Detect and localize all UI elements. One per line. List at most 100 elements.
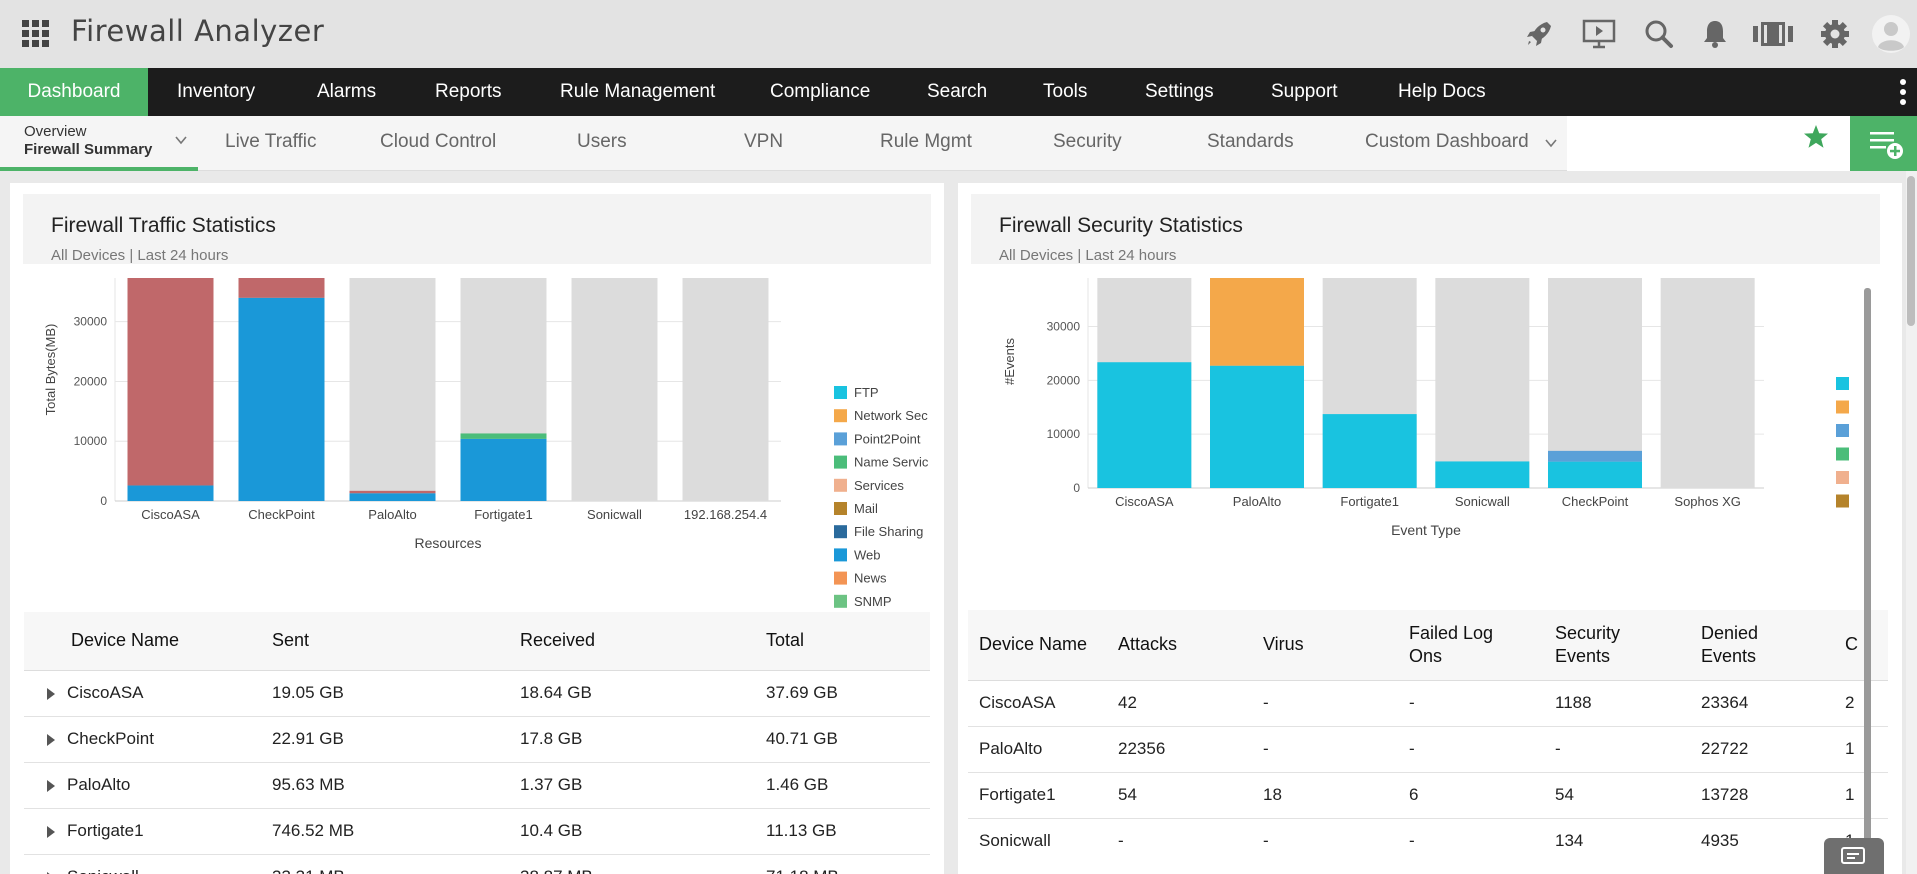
device-name[interactable]: CheckPoint	[67, 729, 154, 748]
device-name[interactable]: CiscoASA	[67, 683, 144, 702]
col-denied-events[interactable]: Denied Events	[1701, 610, 1845, 681]
bar-segment	[1435, 461, 1530, 488]
table-cell: 1.46 GB	[766, 761, 930, 808]
security-table: Device Name Attacks Virus Failed Log Ons…	[968, 610, 1888, 864]
bar-segment	[238, 297, 325, 501]
subnav-rule-mgmt[interactable]: Rule Mgmt	[880, 131, 972, 152]
bar-remaining	[571, 278, 658, 501]
nav-inventory[interactable]: Inventory	[177, 81, 256, 102]
nav-support[interactable]: Support	[1271, 81, 1338, 102]
bar-segment	[460, 433, 547, 439]
subtitle-devices[interactable]: All Devices	[51, 247, 126, 264]
col-device-name[interactable]: Device Name	[968, 610, 1118, 681]
subnav-security[interactable]: Security	[1053, 131, 1122, 152]
col-total[interactable]: Total	[766, 612, 930, 671]
legend-swatch	[834, 409, 847, 423]
table-cell: 6	[1409, 771, 1555, 818]
app-grid-icon[interactable]	[22, 20, 49, 47]
bell-icon[interactable]	[1697, 16, 1733, 52]
expand-row-icon[interactable]	[47, 779, 55, 792]
subnav-standards[interactable]: Standards	[1207, 131, 1294, 152]
nav-settings[interactable]: Settings	[1145, 81, 1214, 102]
nav-compliance[interactable]: Compliance	[770, 81, 871, 102]
subtitle-period[interactable]: Last 24 hours	[137, 247, 229, 264]
table-cell: -	[1263, 725, 1409, 772]
table-cell: 38.87 MB	[520, 853, 766, 874]
more-vertical-icon[interactable]	[1899, 78, 1907, 106]
subtitle-period[interactable]: Last 24 hours	[1085, 247, 1177, 264]
chevron-down-icon[interactable]	[1545, 137, 1557, 149]
y-tick-label: 0	[100, 494, 107, 508]
col-failed-log-ons[interactable]: Failed Log Ons	[1409, 610, 1555, 681]
expand-row-icon[interactable]	[47, 825, 55, 838]
legend-label: Services	[854, 478, 904, 493]
table-row[interactable]: Fortigate1 746.52 MB 10.4 GB 11.13 GB	[24, 807, 930, 854]
col-sent[interactable]: Sent	[272, 612, 520, 671]
table-row[interactable]: CheckPoint 22.91 GB 17.8 GB 40.71 GB	[24, 715, 930, 762]
expand-row-icon[interactable]	[47, 871, 55, 874]
subtitle-devices[interactable]: All Devices	[999, 247, 1074, 264]
user-avatar-icon[interactable]	[1871, 14, 1911, 54]
page-scrollbar-thumb[interactable]	[1907, 176, 1915, 326]
nav-tools[interactable]: Tools	[1043, 81, 1088, 102]
col-attacks[interactable]: Attacks	[1118, 610, 1263, 681]
bar-remaining	[682, 278, 769, 501]
search-icon[interactable]	[1641, 16, 1677, 52]
table-cell: 4935	[1701, 817, 1845, 864]
col-security-events[interactable]: Security Events	[1555, 610, 1701, 681]
expand-row-icon[interactable]	[47, 733, 55, 746]
x-tick-label: 192.168.254.4	[684, 507, 767, 522]
nav-search[interactable]: Search	[927, 81, 988, 102]
nav-dashboard[interactable]: Dashboard	[0, 68, 148, 116]
col-device-name[interactable]: Device Name	[24, 612, 272, 671]
gear-icon[interactable]	[1817, 16, 1853, 52]
chat-button[interactable]	[1824, 838, 1884, 874]
bar-remaining	[1660, 278, 1755, 488]
legend-swatch	[834, 432, 847, 446]
table-row[interactable]: Sonicwall 33.31 MB38.87 MB71.18 MB	[24, 853, 930, 874]
x-tick-label: PaloAlto	[1233, 494, 1281, 509]
film-icon[interactable]	[1751, 16, 1795, 52]
col-virus[interactable]: Virus	[1263, 610, 1409, 681]
device-name[interactable]: Fortigate1	[67, 821, 144, 840]
device-name[interactable]: PaloAlto	[67, 775, 131, 794]
subtitle-separator: |	[1073, 247, 1086, 264]
table-cell: PaloAlto	[968, 725, 1118, 772]
rocket-icon[interactable]	[1521, 16, 1557, 52]
bar-segment	[1210, 365, 1304, 488]
nav-rule-management[interactable]: Rule Management	[560, 81, 716, 102]
widget-scrollbar[interactable]	[1864, 288, 1871, 848]
nav-alarms[interactable]: Alarms	[317, 81, 377, 102]
x-tick-label: CiscoASA	[1115, 494, 1174, 509]
device-name[interactable]: Sonicwall	[67, 867, 139, 874]
subnav-users[interactable]: Users	[577, 131, 627, 152]
y-tick-label: 30000	[1047, 320, 1081, 334]
widget-subtitle: All Devices | Last 24 hours	[51, 247, 228, 264]
subnav-cloud-control[interactable]: Cloud Control	[380, 131, 497, 152]
table-cell: 71.18 MB	[766, 853, 930, 874]
x-axis-label: Resources	[415, 535, 482, 551]
bar-segment	[1548, 450, 1642, 462]
bar-segment	[349, 490, 436, 494]
table-row[interactable]: PaloAlto 95.63 MB 1.37 GB 1.46 GB	[24, 761, 930, 808]
bar-segment	[349, 493, 436, 501]
add-widget-button[interactable]	[1850, 116, 1917, 171]
table-row[interactable]: CiscoASA 19.05 GB 18.64 GB 37.69 GB	[24, 669, 930, 716]
subnav-overview-dropdown[interactable]: Overview Firewall Summary	[0, 116, 198, 171]
legend-label: File Sharing	[854, 524, 923, 539]
col-received[interactable]: Received	[520, 612, 766, 671]
nav-reports[interactable]: Reports	[435, 81, 502, 102]
nav-help-docs[interactable]: Help Docs	[1398, 81, 1486, 102]
x-tick-label: CheckPoint	[248, 507, 315, 522]
subnav-custom-dashboard[interactable]: Custom Dashboard	[1365, 131, 1529, 152]
favorite-star-icon[interactable]	[1803, 124, 1829, 150]
bar-segment	[1097, 362, 1192, 488]
page-scrollbar[interactable]	[1906, 171, 1917, 874]
traffic-table: Device Name Sent Received Total CiscoASA…	[24, 612, 930, 874]
presentation-icon[interactable]	[1581, 16, 1617, 52]
subnav-live-traffic[interactable]: Live Traffic	[225, 131, 317, 152]
expand-row-icon[interactable]	[47, 687, 55, 700]
bar-segment	[238, 278, 325, 298]
table-cell: 37.69 GB	[766, 669, 930, 716]
subnav-vpn[interactable]: VPN	[744, 131, 784, 152]
